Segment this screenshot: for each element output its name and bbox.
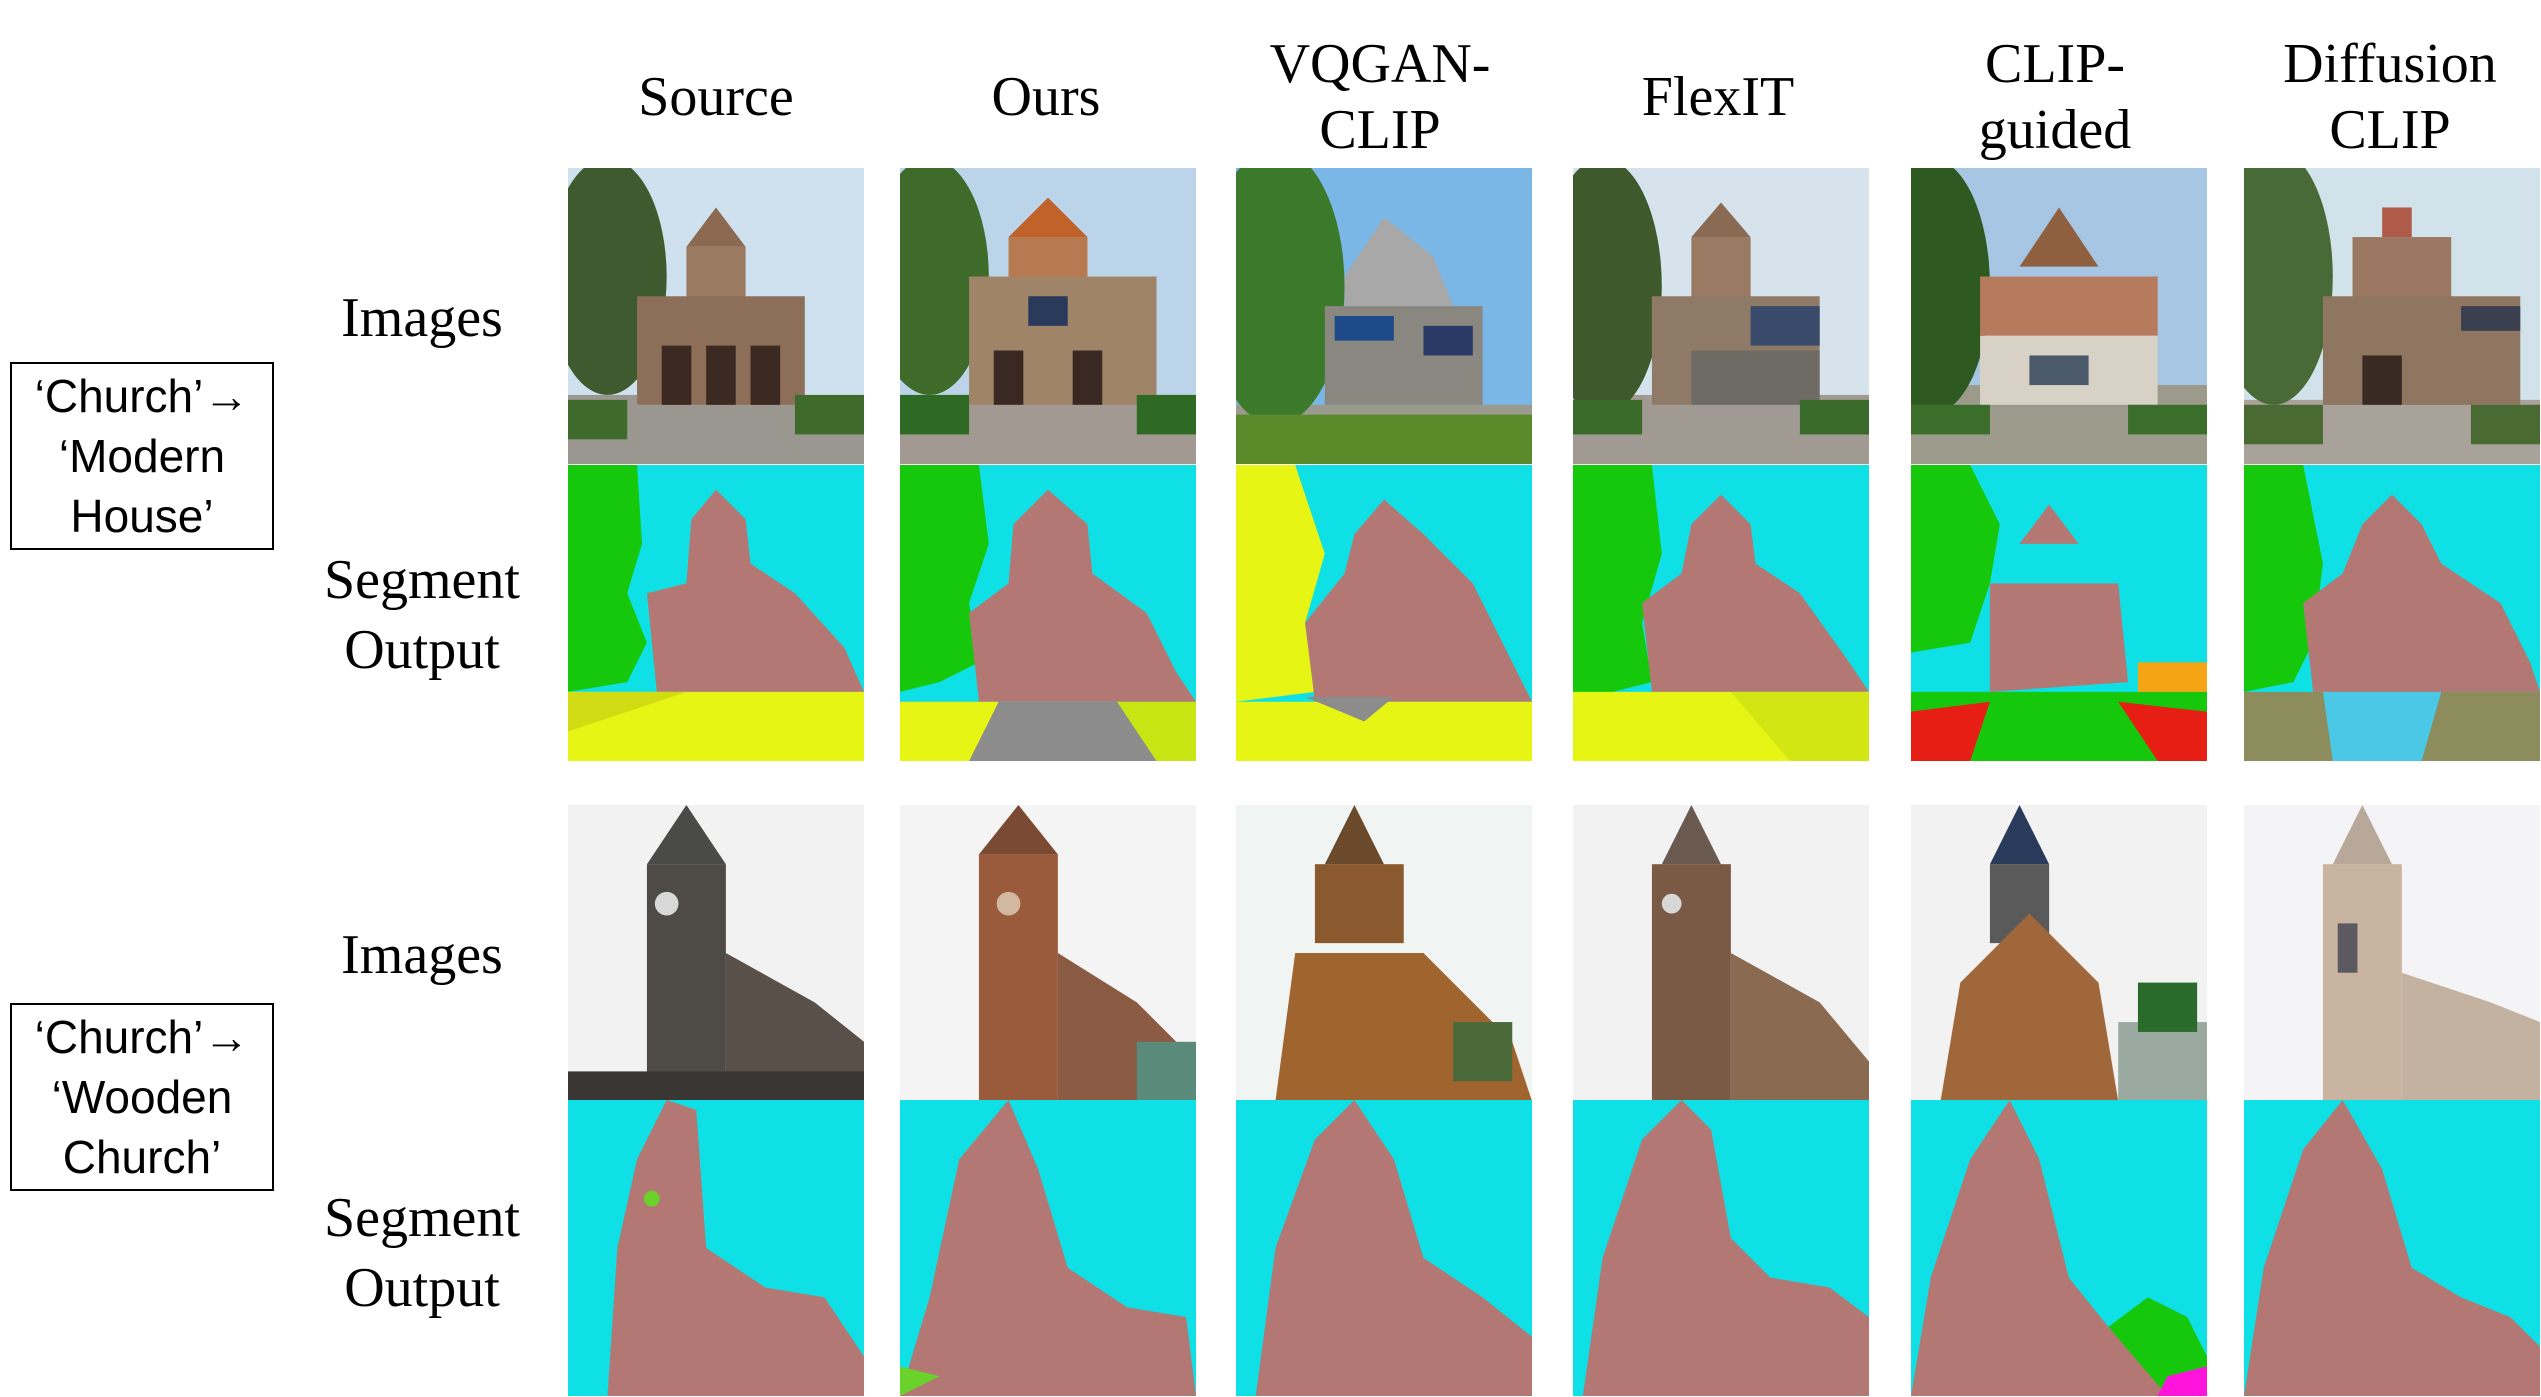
image-wooden-church-flexit: [1573, 805, 1869, 1101]
row-label-images-2: Images: [341, 924, 503, 986]
column-header-diffusion-clip: Diffusion CLIP: [2283, 33, 2497, 161]
image-modern-house-source: [568, 168, 864, 464]
column-header-clip-guided: CLIP- guided: [1978, 33, 2132, 161]
image-modern-house-diffusion-clip: [2244, 168, 2540, 464]
segment-wooden-church-vqgan-clip: [1236, 1100, 1532, 1396]
segment-modern-house-clip-guided: [1911, 465, 2207, 761]
image-wooden-church-clip-guided: [1911, 805, 2207, 1101]
column-header-ours: Ours: [991, 66, 1101, 128]
row-label-segment-1: Segment Output: [324, 549, 520, 681]
row-label-segment-2: Segment Output: [324, 1187, 520, 1319]
segment-modern-house-vqgan-clip: [1236, 465, 1532, 761]
image-modern-house-vqgan-clip: [1236, 168, 1532, 464]
image-wooden-church-ours: [900, 805, 1196, 1101]
column-header-flexit: FlexIT: [1641, 66, 1795, 128]
segment-wooden-church-source: [568, 1100, 864, 1396]
column-header-vqgan-clip: VQGAN- CLIP: [1269, 33, 1491, 161]
image-wooden-church-vqgan-clip: [1236, 805, 1532, 1101]
segment-wooden-church-flexit: [1573, 1100, 1869, 1396]
image-wooden-church-source: [568, 805, 864, 1101]
segment-modern-house-ours: [900, 465, 1196, 761]
segment-modern-house-diffusion-clip: [2244, 465, 2540, 761]
row-label-images-1: Images: [341, 287, 503, 349]
segment-modern-house-source: [568, 465, 864, 761]
segment-modern-house-flexit: [1573, 465, 1869, 761]
segment-wooden-church-clip-guided: [1911, 1100, 2207, 1396]
segment-wooden-church-diffusion-clip: [2244, 1100, 2540, 1396]
image-modern-house-clip-guided: [1911, 168, 2207, 464]
column-header-source: Source: [638, 66, 794, 128]
segment-wooden-church-ours: [900, 1100, 1196, 1396]
prompt-box-modern-house: ‘Church’→ ‘Modern House’: [10, 362, 274, 550]
image-wooden-church-diffusion-clip: [2244, 805, 2540, 1101]
image-modern-house-ours: [900, 168, 1196, 464]
image-modern-house-flexit: [1573, 168, 1869, 464]
prompt-box-wooden-church: ‘Church’→ ‘Wooden Church’: [10, 1003, 274, 1191]
